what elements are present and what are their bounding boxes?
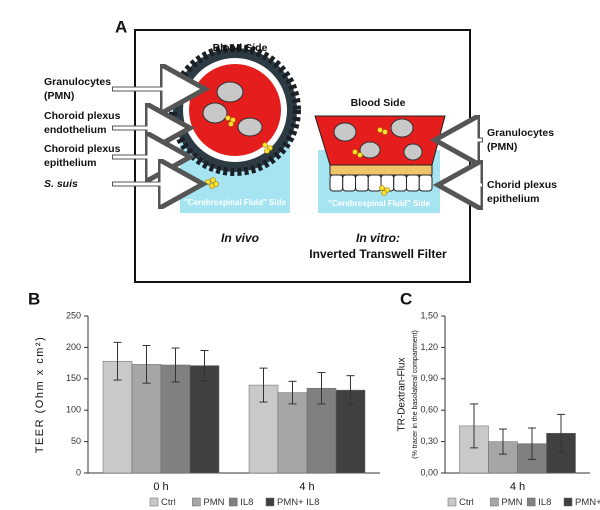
bar [277,392,308,474]
y-tick-label: 250 [66,310,81,320]
y-tick-label: 50 [71,436,81,446]
blood-vessel [189,64,281,156]
bacteria [352,127,390,196]
label: Chorid plexus [487,179,557,191]
label: endothelium [44,124,106,136]
x-tick-label: 4 h [299,481,314,493]
in-vivo-label: In vivo [221,231,259,245]
blood-side-label: Blood Side [213,42,268,54]
label: epithelium [44,157,97,169]
y-tick-label: 0,30 [420,436,438,446]
y-tick-label: 200 [66,342,81,352]
legend-label: Ctrl [161,497,176,508]
legend-label: IL8 [240,497,253,508]
panel-label: C [400,289,412,308]
csf-label: "Cerebrospinal Fluid" Side [328,199,430,208]
legend-swatch [265,497,275,507]
x-tick-label: 0 h [153,481,168,493]
label: Granulocytes [44,76,111,88]
legend-swatch [526,497,536,507]
granulocytes [333,118,423,161]
panel-label: B [28,289,40,308]
label: S. suis [44,178,78,190]
label: Choroid plexus [44,110,121,122]
blood-side-label: Blood Side [351,97,406,109]
panel-a: A "Cerebrospinal Fluid" Side Blood Side [44,17,557,283]
panel-label: A [115,17,127,36]
legend-label: IL8 [538,497,551,508]
in-vitro-label: In vitro: [356,231,400,245]
epithelial-cells [329,174,433,192]
label: (PMN) [487,141,517,153]
legend-label: PMN+ IL8 [277,497,320,508]
legend-swatch [563,497,573,507]
legend-label: PMN [501,497,522,508]
y-tick-label: 100 [66,405,81,415]
legend-label: Ctrl [459,497,474,508]
y-tick-label: 0,60 [420,405,438,415]
label: epithelium [487,193,540,205]
y-tick-label: 1,20 [420,342,438,352]
in-vitro-sub: Inverted Transwell Filter [309,247,447,261]
y-tick-label: 0,00 [420,467,438,477]
filter-blood [314,115,446,166]
x-tick-label: 4 h [510,481,525,493]
bar [160,364,191,474]
label: Granulocytes [487,127,554,139]
legend-label: PMN+ IL8 [575,497,600,508]
y-tick-label: 0,90 [420,373,438,383]
legend-swatch [149,497,159,507]
y-tick-label: 0 [76,467,81,477]
y-axis-sublabel: (% tracer in the basolateral compartment… [412,330,419,459]
bar [189,365,220,474]
granulocytes [202,81,263,137]
legend-label: PMN [203,497,224,508]
legend-swatch [192,497,201,507]
label: (PMN) [44,90,74,102]
y-tick-label: 150 [66,373,81,383]
bacteria [205,115,273,189]
label: Choroid plexus [44,143,121,155]
filter-membrane [329,164,433,176]
legend-swatch [447,497,457,507]
csf-label: "Cerebrospinal Fluid" Side [184,198,286,207]
y-axis-label: TR-Dextran-Flux [397,358,408,432]
arrow-fill [113,87,482,187]
legend-swatch [490,497,499,507]
legend-swatch [228,497,238,507]
y-axis-label: TEER (Ohm x cm²) [34,336,46,454]
y-tick-label: 1,50 [420,310,438,320]
